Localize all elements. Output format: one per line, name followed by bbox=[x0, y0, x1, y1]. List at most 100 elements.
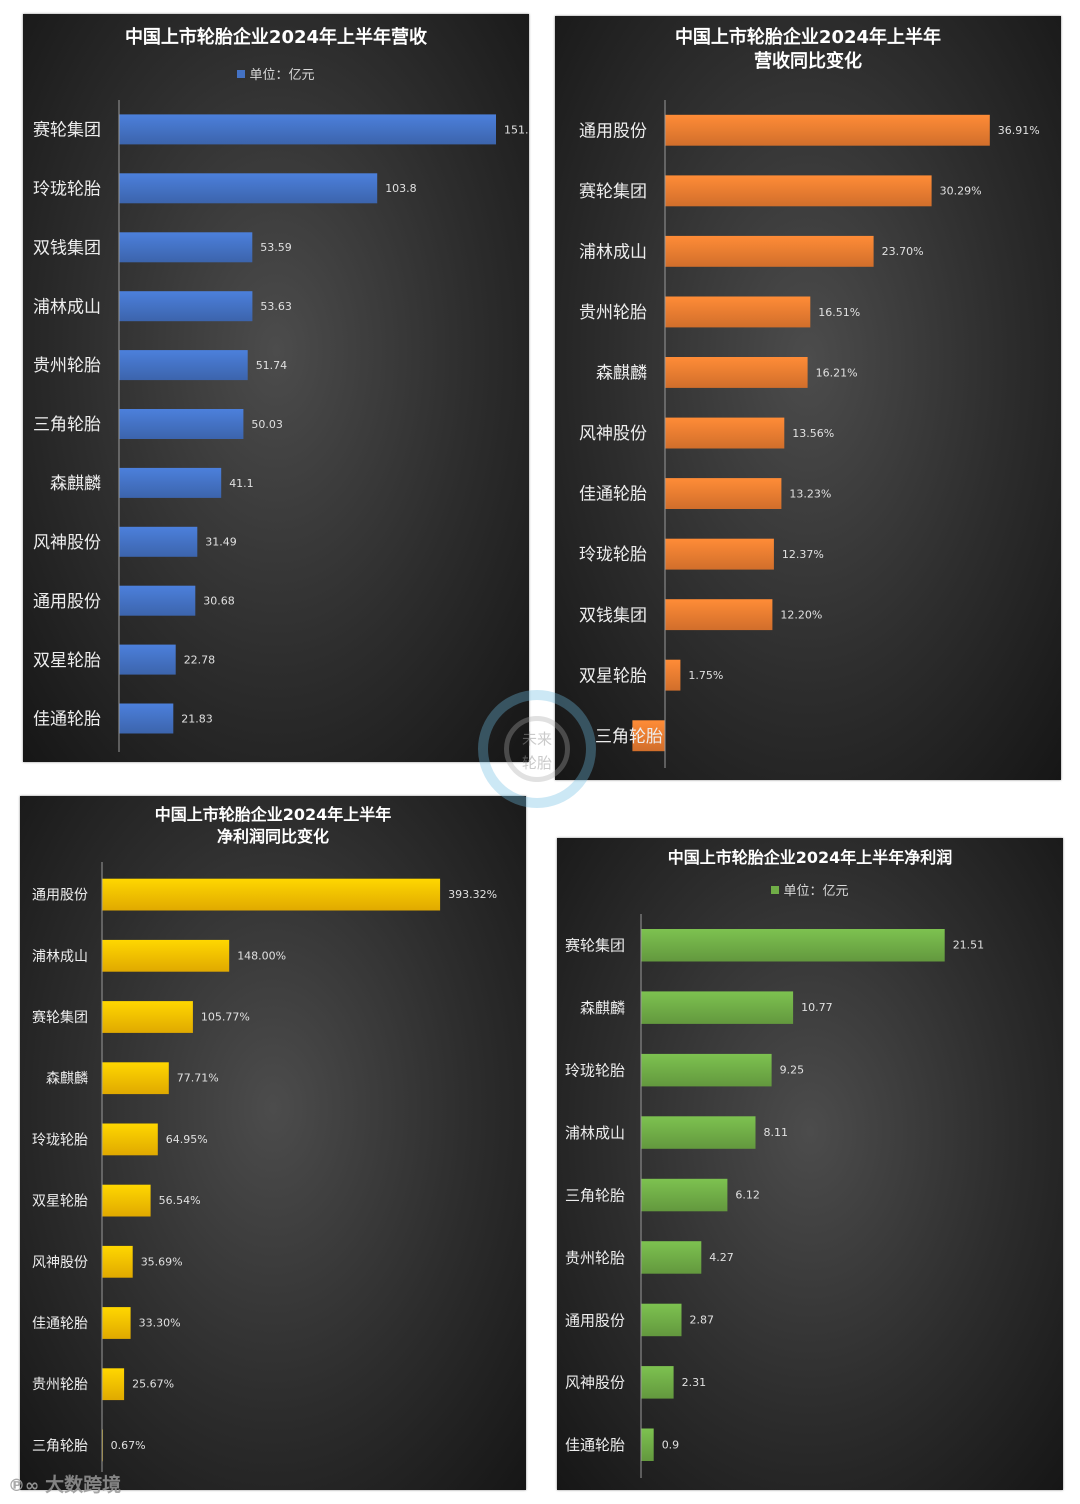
revenue-bar bbox=[119, 585, 196, 616]
profit-yoy-category-label: 双星轮胎 bbox=[32, 1194, 88, 1210]
revenue-yoy-value-label: 12.20% bbox=[780, 609, 822, 622]
profit-yoy-category-label: 风神股份 bbox=[32, 1255, 88, 1271]
revenue-value-label: 53.63 bbox=[260, 300, 292, 313]
net-profit-legend-unit: 单位：亿元 bbox=[783, 884, 849, 899]
profit-yoy-category-label: 通用股份 bbox=[32, 888, 88, 904]
revenue-yoy-category-label: 玲珑轮胎 bbox=[579, 545, 647, 565]
profit-yoy-bar bbox=[102, 878, 441, 911]
net-profit-value-label: 10.77 bbox=[801, 1001, 833, 1014]
net-profit-chart-legend: 单位：亿元 bbox=[557, 880, 1063, 899]
revenue-category-label: 森麒麟 bbox=[50, 474, 101, 494]
revenue-chart-panel: 中国上市轮胎企业2024年上半年营收 单位：亿元 赛轮集团 151.54 玲珑轮胎 1… bbox=[23, 14, 529, 762]
net-profit-bar bbox=[641, 1428, 654, 1461]
revenue-yoy-bar bbox=[665, 538, 774, 570]
profit-yoy-chart-panel: 中国上市轮胎企业2024年上半年 净利润同比变化 通用股份 393.32% 浦林成山… bbox=[20, 796, 526, 1490]
profit-yoy-category-label: 森麒麟 bbox=[46, 1071, 88, 1087]
revenue-value-label: 21.83 bbox=[181, 712, 213, 725]
net-profit-category-label: 玲珑轮胎 bbox=[565, 1062, 625, 1080]
net-profit-bar bbox=[641, 1241, 702, 1274]
revenue-yoy-category-label: 森麒麟 bbox=[596, 364, 647, 384]
net-profit-chart-panel: 中国上市轮胎企业2024年上半年净利润 单位：亿元 赛轮集团 21.51 森麒麟 10… bbox=[557, 838, 1063, 1490]
revenue-chart-title: 中国上市轮胎企业2024年上半年营收 bbox=[23, 26, 529, 50]
revenue-yoy-bar bbox=[632, 720, 665, 752]
revenue-bar bbox=[119, 114, 496, 145]
profit-yoy-value-label: 56.54% bbox=[159, 1194, 201, 1207]
net-profit-value-label: 0.9 bbox=[662, 1438, 680, 1451]
revenue-value-label: 30.68 bbox=[203, 595, 235, 608]
revenue-value-label: 51.74 bbox=[256, 359, 288, 372]
profit-yoy-category-label: 赛轮集团 bbox=[32, 1009, 88, 1026]
net-profit-value-label: 8.11 bbox=[764, 1126, 789, 1139]
revenue-yoy-value-label: 13.56% bbox=[792, 427, 834, 440]
net-profit-category-label: 通用股份 bbox=[565, 1311, 625, 1329]
revenue-value-label: 151.54 bbox=[504, 123, 529, 136]
profit-yoy-chart-title: 中国上市轮胎企业2024年上半年 净利润同比变化 bbox=[20, 804, 526, 847]
net-profit-chart-title: 中国上市轮胎企业2024年上半年净利润 bbox=[557, 847, 1063, 869]
revenue-bar bbox=[119, 409, 244, 439]
revenue-yoy-chart-title-line-2: 营收同比变化 bbox=[754, 51, 862, 73]
net-profit-category-label: 三角轮胎 bbox=[565, 1186, 625, 1204]
profit-yoy-chart-title-line-1: 中国上市轮胎企业2024年上半年 bbox=[154, 805, 392, 824]
revenue-yoy-category-label: 通用股份 bbox=[579, 121, 647, 141]
revenue-bar bbox=[119, 703, 174, 734]
net-profit-category-label: 佳通轮胎 bbox=[565, 1436, 625, 1454]
profit-yoy-bar bbox=[102, 1184, 151, 1217]
revenue-chart-legend: 单位：亿元 bbox=[23, 64, 529, 83]
revenue-yoy-bar bbox=[665, 175, 932, 207]
revenue-yoy-chart-title-line-1: 中国上市轮胎企业2024年上半年 bbox=[674, 27, 942, 48]
profit-yoy-bar-chart: 通用股份 393.32% 浦林成山 148.00% 赛轮集团 105.77% 森麒麟 77.7… bbox=[32, 862, 497, 1472]
revenue-bar bbox=[119, 467, 222, 498]
revenue-bar bbox=[119, 350, 248, 381]
revenue-yoy-bar bbox=[665, 659, 681, 691]
net-profit-category-label: 赛轮集团 bbox=[565, 937, 625, 955]
revenue-yoy-value-label: 23.70% bbox=[882, 245, 924, 258]
profit-yoy-value-label: 25.67% bbox=[132, 1378, 174, 1391]
revenue-yoy-bar bbox=[665, 296, 811, 328]
revenue-category-label: 玲珑轮胎 bbox=[33, 180, 101, 200]
net-profit-bar bbox=[641, 1366, 674, 1399]
revenue-yoy-value-label: 36.91% bbox=[998, 124, 1040, 137]
revenue-category-label: 双星轮胎 bbox=[33, 651, 101, 671]
profit-yoy-value-label: 64.95% bbox=[166, 1133, 208, 1146]
revenue-yoy-bar bbox=[665, 114, 990, 146]
revenue-chart-title-line-1: 中国上市轮胎企业2024年上半年营收 bbox=[124, 27, 428, 48]
revenue-bar bbox=[119, 173, 378, 204]
profit-yoy-bar bbox=[102, 1062, 169, 1095]
revenue-yoy-value-label: 1.75% bbox=[688, 669, 723, 682]
profit-yoy-bar bbox=[102, 1307, 131, 1339]
revenue-category-label: 风神股份 bbox=[33, 533, 101, 553]
revenue-bar bbox=[119, 644, 176, 675]
revenue-yoy-bar bbox=[665, 357, 808, 388]
revenue-yoy-bar bbox=[665, 478, 782, 509]
revenue-yoy-bar bbox=[665, 235, 874, 267]
net-profit-category-label: 森麒麟 bbox=[580, 999, 625, 1017]
profit-yoy-category-label: 佳通轮胎 bbox=[32, 1316, 88, 1332]
revenue-yoy-category-label: 赛轮集团 bbox=[579, 181, 647, 202]
revenue-yoy-category-label: 三角轮胎 bbox=[595, 727, 663, 747]
net-profit-value-label: 4.27 bbox=[709, 1251, 734, 1264]
profit-yoy-bar bbox=[102, 1123, 158, 1156]
revenue-category-label: 三角轮胎 bbox=[33, 415, 101, 435]
revenue-yoy-category-label: 风神股份 bbox=[579, 424, 647, 444]
legend-swatch bbox=[771, 886, 780, 894]
profit-yoy-bar bbox=[102, 1368, 125, 1401]
revenue-yoy-category-label: 佳通轮胎 bbox=[579, 485, 647, 505]
net-profit-value-label: 9.25 bbox=[780, 1064, 805, 1077]
profit-yoy-category-label: 贵州轮胎 bbox=[32, 1377, 88, 1393]
net-profit-chart-title-line-1: 中国上市轮胎企业2024年上半年净利润 bbox=[667, 848, 953, 867]
net-profit-value-label: 21.51 bbox=[953, 939, 985, 952]
net-profit-category-label: 浦林成山 bbox=[565, 1124, 625, 1142]
source-name: 大数跨境 bbox=[45, 1474, 122, 1496]
profit-yoy-bar bbox=[102, 939, 230, 972]
revenue-yoy-category-label: 浦林成山 bbox=[579, 243, 647, 263]
net-profit-value-label: 2.31 bbox=[682, 1376, 707, 1389]
revenue-yoy-chart-title: 中国上市轮胎企业2024年上半年 营收同比变化 bbox=[555, 26, 1061, 75]
revenue-yoy-category-label: 双钱集团 bbox=[579, 606, 647, 626]
net-profit-bar-chart: 赛轮集团 21.51 森麒麟 10.77 玲珑轮胎 9.25 浦林成山 8.11 三角轮胎 6.1… bbox=[565, 914, 985, 1478]
revenue-yoy-bar-chart: 通用股份 36.91% 赛轮集团 30.29% 浦林成山 23.70% 贵州轮胎 16.51%… bbox=[579, 100, 1040, 768]
revenue-value-label: 53.59 bbox=[260, 241, 292, 254]
net-profit-bar bbox=[641, 1178, 728, 1212]
net-profit-bar bbox=[641, 1053, 772, 1087]
revenue-yoy-category-label: 双星轮胎 bbox=[579, 666, 647, 686]
source-footer: ℗∞ 大数跨境 bbox=[8, 1470, 121, 1497]
